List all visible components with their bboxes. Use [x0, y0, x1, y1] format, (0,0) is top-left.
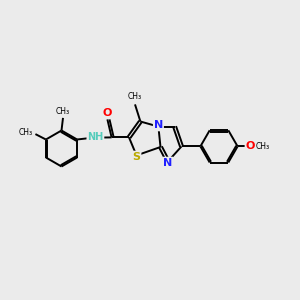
Text: CH₃: CH₃	[19, 128, 33, 137]
Text: NH: NH	[87, 132, 104, 142]
Text: S: S	[133, 152, 140, 162]
Text: N: N	[154, 120, 163, 130]
Text: CH₃: CH₃	[56, 106, 70, 116]
Text: CH₃: CH₃	[128, 92, 142, 101]
Text: O: O	[245, 141, 255, 152]
Text: N: N	[164, 158, 172, 168]
Text: CH₃: CH₃	[256, 142, 270, 151]
Text: O: O	[103, 108, 112, 118]
